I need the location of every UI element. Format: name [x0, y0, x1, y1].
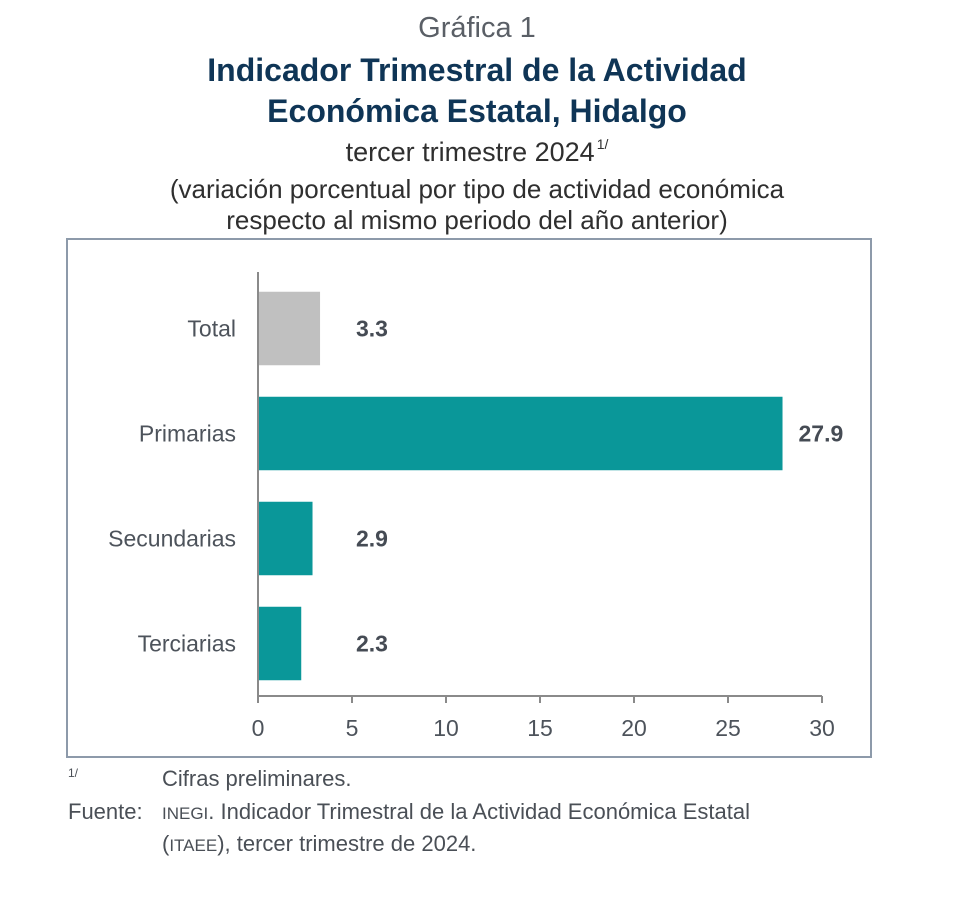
x-tick-label: 10: [433, 715, 459, 741]
source-line-2: (ITAEE), tercer trimestre de 2024.: [162, 831, 476, 857]
source-label: Fuente:: [68, 799, 143, 824]
bar-total: [258, 291, 321, 366]
x-tick-label: 5: [346, 715, 359, 741]
source-line-1: INEGI. Indicador Trimestral de la Activi…: [162, 799, 750, 825]
value-label: 2.9: [356, 526, 388, 552]
value-label: 3.3: [356, 316, 388, 342]
source-period: ), tercer trimestre de 2024.: [217, 831, 477, 856]
source-org: INEGI: [162, 804, 209, 823]
x-tick-label: 30: [809, 715, 835, 741]
x-tick-label: 0: [252, 715, 265, 741]
bar-primarias: [258, 396, 783, 471]
chart-subtitle: tercer trimestre 2024 1/: [0, 136, 954, 168]
bar-terciarias: [258, 606, 302, 681]
subtitle-text: tercer trimestre 2024: [345, 137, 595, 167]
bar-secundarias: [258, 501, 313, 576]
chart-title-line-1: Indicador Trimestral de la Actividad: [207, 52, 747, 88]
x-tick-label: 20: [621, 715, 647, 741]
source-paren: (: [162, 831, 170, 856]
value-label: 2.3: [356, 631, 388, 657]
source-abbrev: ITAEE: [169, 836, 218, 855]
chart-title-line-2: Económica Estatal, Hidalgo: [267, 93, 687, 129]
footnote-text: Cifras preliminares.: [162, 766, 352, 791]
x-tick-label: 15: [527, 715, 553, 741]
x-tick-label: 25: [715, 715, 741, 741]
subtitle-footnote-mark: 1/: [596, 136, 609, 152]
value-label: 27.9: [799, 421, 844, 447]
footnote-mark: 1/: [68, 766, 79, 780]
source-title: . Indicador Trimestral de la Actividad E…: [208, 799, 750, 824]
category-label: Terciarias: [138, 631, 236, 657]
chart-description-line-1: (variación porcentual por tipo de activi…: [169, 174, 785, 204]
chart-number-label: Gráfica 1: [418, 12, 536, 44]
category-label: Primarias: [139, 421, 236, 447]
chart-description-line-2: respecto al mismo periodo del año anteri…: [226, 205, 728, 235]
category-label: Total: [187, 316, 236, 342]
bar-chart: Total 3.3 Primarias 27.9 Secundarias 2.9 Terci…: [108, 272, 844, 741]
chart-frame: Total 3.3 Primarias 27.9 Secundarias 2.9 Terci…: [66, 238, 872, 758]
category-label: Secundarias: [108, 526, 236, 552]
